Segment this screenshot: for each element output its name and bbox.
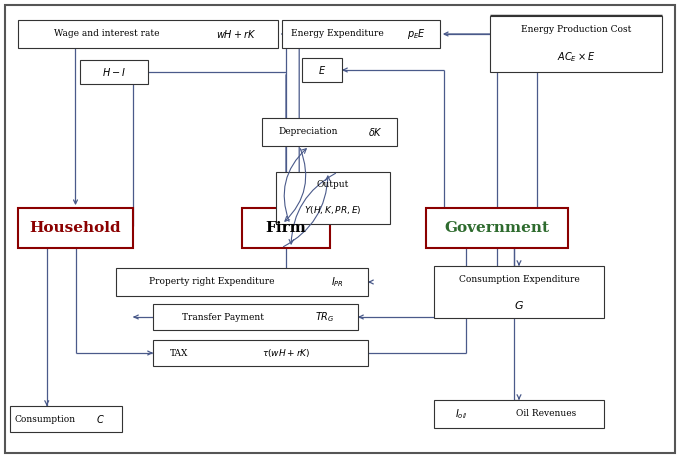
Bar — [434, 266, 604, 318]
Text: Energy Production Cost: Energy Production Cost — [521, 25, 631, 34]
Text: $Y(H, K, PR, E)$: $Y(H, K, PR, E)$ — [304, 204, 362, 217]
Bar — [80, 60, 148, 84]
Bar — [276, 172, 390, 224]
Text: Property right Expenditure: Property right Expenditure — [149, 278, 275, 287]
Bar — [18, 208, 133, 248]
Bar — [153, 304, 358, 330]
Text: Consumption Expenditure: Consumption Expenditure — [458, 274, 579, 284]
Text: Government: Government — [445, 221, 549, 235]
Bar — [282, 20, 440, 48]
Text: Output: Output — [317, 180, 350, 189]
Text: $E$: $E$ — [318, 64, 326, 76]
Text: Transfer Payment: Transfer Payment — [182, 312, 264, 322]
Text: $C$: $C$ — [97, 413, 105, 425]
Text: Depreciation: Depreciation — [278, 127, 338, 136]
Text: $\tau(wH + rK)$: $\tau(wH + rK)$ — [262, 347, 311, 359]
Bar — [153, 340, 368, 366]
Bar — [10, 406, 122, 432]
Bar — [242, 208, 330, 248]
Bar — [426, 208, 568, 248]
Text: Oil Revenues: Oil Revenues — [516, 409, 577, 419]
Text: $H - I$: $H - I$ — [102, 66, 126, 78]
Text: Household: Household — [30, 221, 121, 235]
Text: $TR_G$: $TR_G$ — [316, 310, 335, 324]
Text: Consumption: Consumption — [14, 414, 75, 424]
Bar — [490, 16, 662, 72]
Text: $\delta K$: $\delta K$ — [368, 126, 383, 138]
Text: $G$: $G$ — [514, 299, 524, 311]
Text: TAX: TAX — [169, 349, 188, 358]
Bar — [18, 20, 278, 48]
Text: $I_{PR}$: $I_{PR}$ — [331, 275, 344, 289]
Text: Energy Expenditure: Energy Expenditure — [291, 29, 384, 38]
Bar — [262, 118, 397, 146]
Bar — [116, 268, 368, 296]
Text: Firm: Firm — [266, 221, 307, 235]
Text: $AC_E \times E$: $AC_E \times E$ — [557, 50, 596, 64]
Text: $I_{oil}$: $I_{oil}$ — [455, 407, 468, 421]
Text: Wage and interest rate: Wage and interest rate — [54, 29, 159, 38]
Text: $wH + rK$: $wH + rK$ — [216, 28, 256, 40]
Bar — [434, 400, 604, 428]
Bar — [302, 58, 342, 82]
Text: $p_E E$: $p_E E$ — [407, 27, 426, 41]
